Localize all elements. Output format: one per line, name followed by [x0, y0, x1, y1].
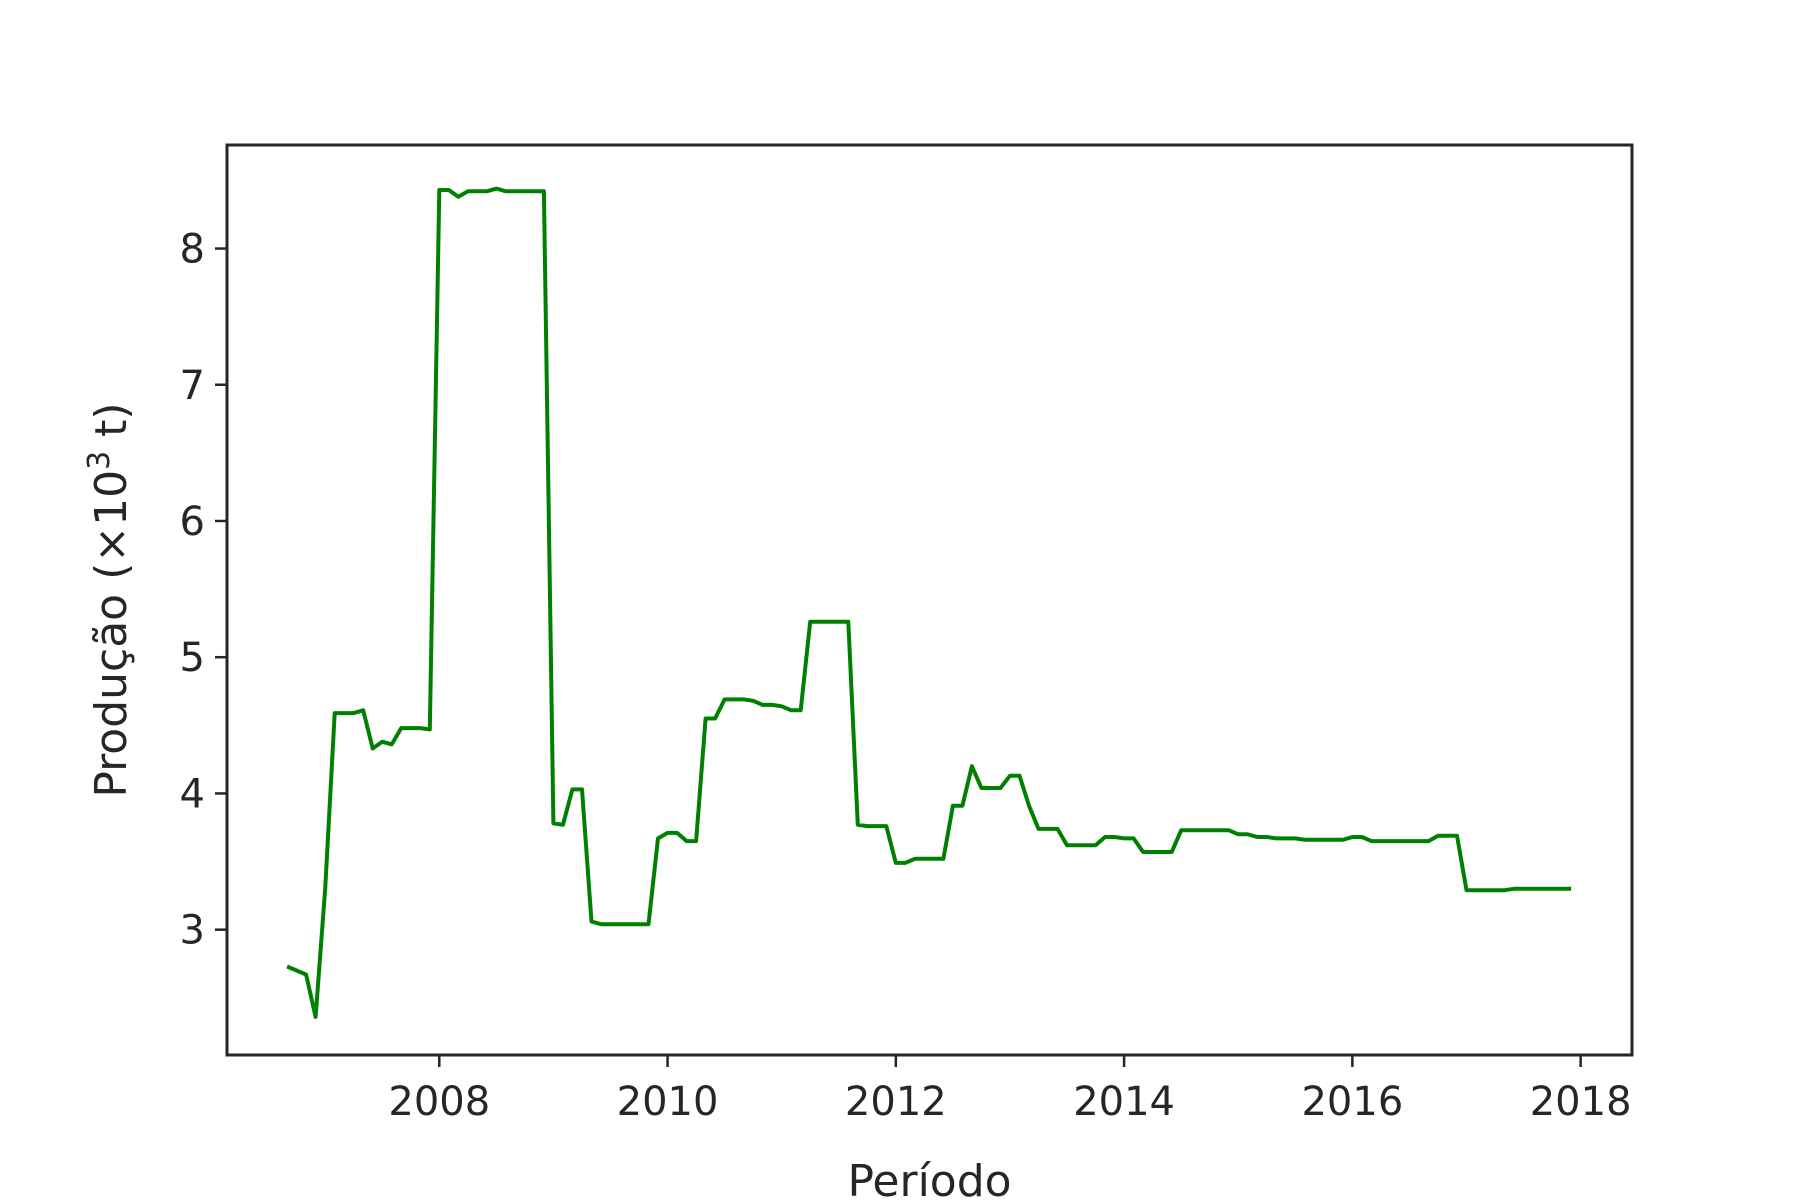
- y-tick-label: 8: [180, 227, 205, 273]
- y-axis-title: Produção (×103 t): [82, 402, 138, 797]
- x-tick-label: 2012: [845, 1079, 947, 1125]
- y-tick-label: 6: [180, 499, 205, 545]
- y-tick-label: 4: [180, 771, 205, 817]
- x-axis-title: Período: [847, 1156, 1011, 1200]
- y-axis-title-end: t): [86, 402, 137, 450]
- plot-background: [227, 145, 1632, 1055]
- x-tick-label: 2010: [617, 1079, 719, 1125]
- y-axis-ticks: 3 4 5 6 7 8: [180, 227, 227, 954]
- x-tick-label: 2016: [1301, 1079, 1403, 1125]
- x-tick-label: 2014: [1073, 1079, 1175, 1125]
- x-tick-label: 2008: [388, 1079, 490, 1125]
- x-tick-label: 2018: [1530, 1079, 1632, 1125]
- y-tick-label: 5: [180, 635, 205, 681]
- y-axis-title-main: Produção (×10: [86, 470, 137, 798]
- y-tick-label: 7: [180, 363, 205, 409]
- x-axis-ticks: 2008 2010 2012 2014 2016 2018: [388, 1055, 1632, 1125]
- y-axis-title-superscript: 3: [82, 451, 117, 470]
- series-line: [286, 186, 1572, 1019]
- y-tick-label: 3: [180, 908, 205, 954]
- plot-frame: [225, 143, 1634, 1057]
